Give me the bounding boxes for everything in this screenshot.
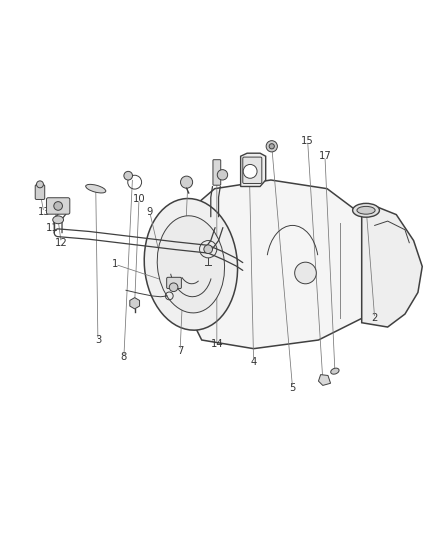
Polygon shape: [240, 153, 266, 187]
Text: 4: 4: [251, 357, 257, 367]
Text: 7: 7: [177, 346, 183, 356]
Text: 15: 15: [301, 136, 314, 146]
Text: 11: 11: [46, 223, 59, 232]
Ellipse shape: [144, 198, 237, 330]
Circle shape: [269, 144, 274, 149]
FancyBboxPatch shape: [213, 160, 221, 185]
Circle shape: [295, 262, 316, 284]
Text: 17: 17: [318, 151, 331, 161]
Text: 6: 6: [173, 287, 179, 297]
Text: 13: 13: [38, 207, 50, 217]
Circle shape: [266, 141, 277, 152]
Ellipse shape: [53, 216, 64, 224]
Polygon shape: [318, 375, 331, 385]
Text: 5: 5: [290, 383, 296, 393]
Ellipse shape: [157, 216, 225, 313]
Text: 14: 14: [211, 340, 223, 349]
Text: 9: 9: [147, 207, 153, 217]
Ellipse shape: [357, 206, 375, 214]
Text: 10: 10: [133, 195, 145, 205]
Polygon shape: [184, 180, 392, 349]
Circle shape: [204, 245, 212, 254]
FancyBboxPatch shape: [46, 198, 70, 214]
Text: 8: 8: [121, 352, 127, 362]
FancyBboxPatch shape: [167, 277, 181, 288]
Circle shape: [169, 283, 178, 292]
Circle shape: [124, 172, 133, 180]
Circle shape: [36, 181, 43, 188]
Text: 2: 2: [371, 313, 378, 324]
FancyBboxPatch shape: [243, 157, 262, 183]
Text: 3: 3: [95, 335, 101, 345]
Polygon shape: [362, 206, 422, 327]
Polygon shape: [130, 297, 140, 309]
Circle shape: [217, 169, 228, 180]
Circle shape: [180, 176, 193, 188]
Text: 1: 1: [112, 260, 118, 269]
Ellipse shape: [331, 368, 339, 374]
Text: 12: 12: [55, 238, 67, 248]
Circle shape: [54, 201, 63, 211]
Ellipse shape: [86, 184, 106, 193]
Circle shape: [243, 165, 257, 178]
Ellipse shape: [353, 204, 379, 217]
FancyBboxPatch shape: [35, 185, 45, 199]
